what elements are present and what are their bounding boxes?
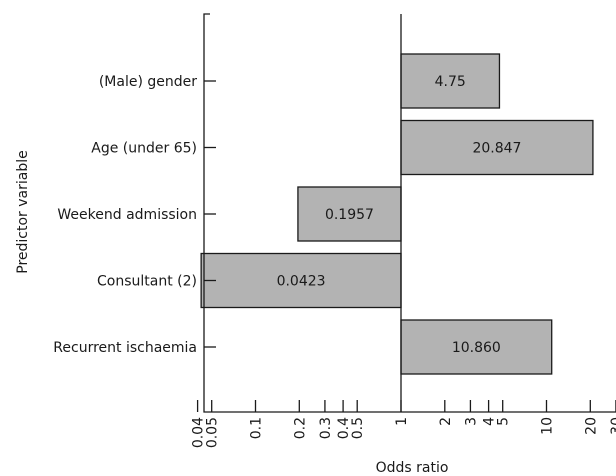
bar (297, 186, 402, 242)
bars-layer: 4.75 20.847 0.1957 0.0423 10.860 (200, 53, 594, 375)
bar-value-label: 4.75 (435, 74, 466, 90)
plot-frame (203, 13, 616, 413)
x-tick-label: 0.04 (191, 417, 207, 448)
x-tick-label: 5 (496, 417, 512, 426)
bar-value-label: 0.1957 (325, 207, 374, 223)
x-tick-label: 0.2 (292, 417, 308, 439)
x-tick-label: 2 (438, 417, 454, 426)
x-tick-label: 4 (482, 417, 498, 426)
bar (200, 252, 402, 309)
x-axis-label: Odds ratio (376, 460, 449, 476)
x-tick-label: 30 (609, 417, 616, 435)
category-label: Age (under 65) (91, 141, 197, 157)
x-tick-label: 1 (394, 417, 410, 426)
x-tick-label: 0.4 (336, 417, 352, 439)
x-tick-label: 0.1 (249, 417, 265, 439)
x-tick-label: 0.5 (350, 417, 366, 439)
bar-value-label: 20.847 (472, 141, 521, 157)
bar-value-label: 0.0423 (277, 274, 326, 290)
bar-value-label: 10.860 (452, 340, 501, 356)
category-label: (Male) gender (99, 74, 197, 90)
x-tick-label: 10 (540, 417, 556, 435)
y-axis-label: Predictor variable (15, 150, 31, 273)
x-tick-label: 3 (463, 417, 479, 426)
ticks-layer: (Male) gender Age (under 65) Weekend admis… (53, 74, 616, 448)
bar (400, 319, 553, 375)
x-tick-label: 0.3 (318, 417, 334, 439)
x-tick-label: 20 (583, 417, 599, 435)
category-label: Weekend admission (57, 207, 197, 223)
bar (400, 53, 501, 109)
x-tick-label: 0.05 (205, 417, 221, 448)
category-label: Consultant (2) (97, 274, 197, 290)
category-label: Recurrent ischaemia (53, 340, 197, 356)
bar (400, 119, 594, 176)
